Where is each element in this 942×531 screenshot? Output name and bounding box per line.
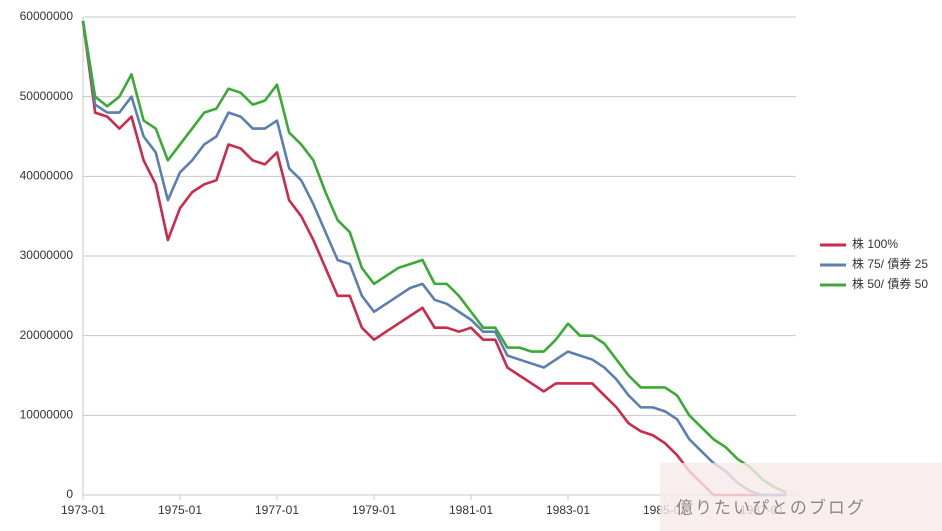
y-tick-label: 20000000 [20,328,74,342]
legend-label: 株 50/ 債券 50 [852,276,928,291]
x-tick-label: 1977-01 [255,503,299,517]
series-line [81,20,787,497]
x-tick-label: 1979-01 [352,503,396,517]
series-line [81,20,787,497]
series-line [81,20,787,494]
y-tick-label: 50000000 [20,89,74,103]
y-tick-label: 40000000 [20,169,74,183]
x-tick-label: 1981-01 [449,503,493,517]
watermark-box [660,463,942,531]
x-tick-label: 1975-01 [158,503,202,517]
legend-label: 株 75/ 債券 25 [852,256,928,271]
y-tick-label: 10000000 [20,408,74,422]
x-tick-label: 1973-01 [61,503,105,517]
legend-label: 株 100% [852,236,898,251]
watermark: 億りたいぴとのブログ [676,497,866,517]
y-tick-label: 60000000 [20,9,74,23]
x-tick-label: 1983-01 [546,503,590,517]
y-tick-label: 0 [66,487,73,501]
y-tick-label: 30000000 [20,248,74,262]
